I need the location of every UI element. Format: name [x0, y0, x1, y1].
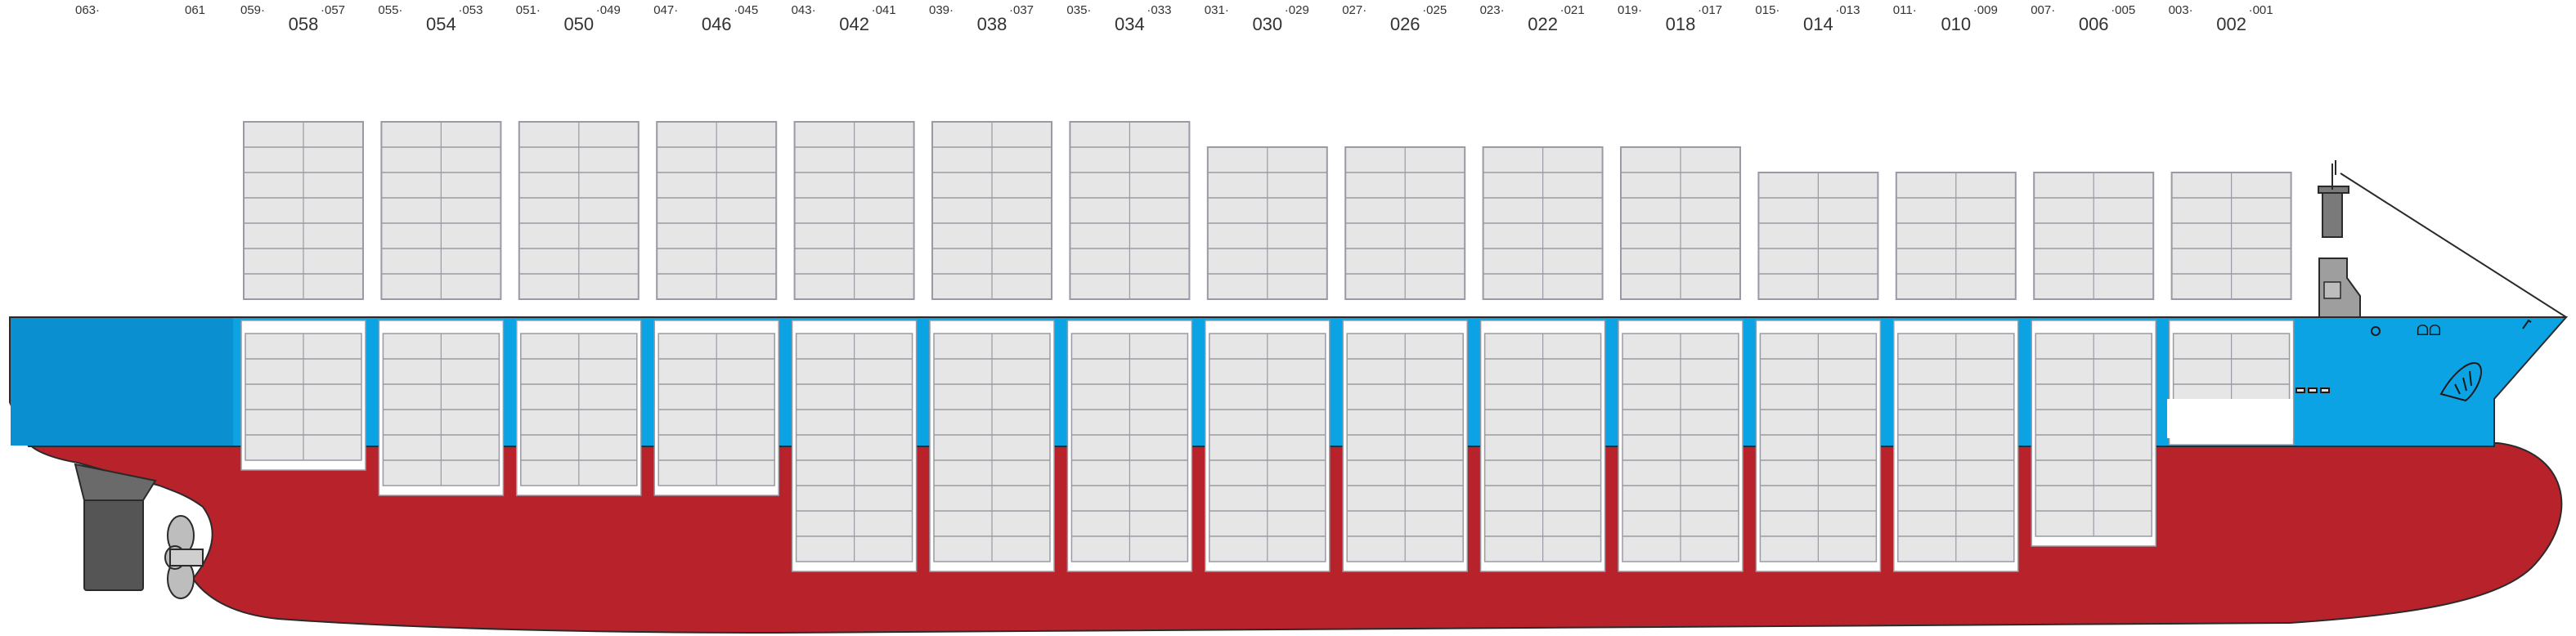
- bay-label-even: 046: [702, 14, 732, 34]
- bay-label-odd-aft: 047·: [653, 3, 678, 17]
- forecastle: [2318, 160, 2567, 318]
- deck-container-stack: [1757, 172, 1879, 300]
- bay-label-even: 018: [1666, 14, 1696, 34]
- bay-label-odd-fwd: ·005: [2111, 3, 2135, 17]
- bay-label-even: 014: [1803, 14, 1833, 34]
- bay-label-odd-aft: 051·: [516, 3, 541, 17]
- hold-container-stack: [1342, 320, 1468, 572]
- bay-label-odd-aft: 059·: [240, 3, 265, 17]
- bay-label-even: 050: [563, 14, 594, 34]
- bay-label-odd-aft: 055·: [378, 3, 402, 17]
- propeller: [164, 515, 204, 599]
- bay-label-odd-fwd: ·041: [872, 3, 896, 17]
- bay-label-even: 022: [1528, 14, 1558, 34]
- bay-label-odd-fwd: ·021: [1560, 3, 1585, 17]
- hold-container-stack: [1066, 320, 1193, 572]
- stern-bay-label-063: 063·: [75, 3, 100, 17]
- bay-label-odd-fwd: ·001: [2249, 3, 2273, 17]
- bay-label-odd-fwd: ·025: [1422, 3, 1447, 17]
- hold-container-stack: [1479, 320, 1606, 572]
- deck-containers: [243, 121, 2292, 300]
- bay-label-odd-aft: 019·: [1618, 3, 1642, 17]
- hold-container-stack: [1205, 320, 1331, 572]
- bay-label-odd-aft: 043·: [792, 3, 816, 17]
- deck-container-stack: [1206, 146, 1328, 300]
- deck-container-stack: [1620, 146, 1741, 300]
- bay-label-even: 058: [289, 14, 319, 34]
- hold-container-stack: [791, 320, 918, 572]
- bay-label-even: 042: [839, 14, 869, 34]
- deck-container-stack: [656, 121, 778, 300]
- hold-container-stack: [1755, 320, 1882, 572]
- bay-label-even: 034: [1115, 14, 1145, 34]
- bay-label-odd-fwd: ·017: [1698, 3, 1722, 17]
- deck-container-stack: [793, 121, 915, 300]
- bay-label-odd-aft: 023·: [1480, 3, 1505, 17]
- bay-label-odd-aft: 027·: [1342, 3, 1367, 17]
- deck-band-stern: [11, 318, 233, 446]
- hold-container-stack: [1618, 320, 1744, 572]
- bay-label-even: 006: [2079, 14, 2109, 34]
- bay-label-odd-aft: 007·: [2031, 3, 2055, 17]
- bay-label-odd-aft: 039·: [929, 3, 954, 17]
- bay-label-odd-fwd: ·045: [734, 3, 758, 17]
- bay-label-odd-fwd: ·029: [1285, 3, 1309, 17]
- deck-container-stack: [243, 121, 364, 300]
- hold-container-stack: [653, 320, 779, 496]
- bow-mark-icon: [2522, 319, 2532, 329]
- bay-label-odd-fwd: ·033: [1147, 3, 1171, 17]
- bay-label-odd-fwd: ·057: [321, 3, 345, 17]
- deck-container-stack: [2033, 172, 2155, 300]
- bay-label-even: 010: [1941, 14, 1971, 34]
- hold-container-stack: [240, 320, 366, 471]
- bay-label-odd-aft: 003·: [2169, 3, 2193, 17]
- deck-container-stack: [1069, 121, 1191, 300]
- hold-container-stack: [1893, 320, 2019, 572]
- hold-container-stack: [2031, 320, 2156, 547]
- rudder-stock: [74, 463, 157, 501]
- deck-container-stack: [1344, 146, 1466, 300]
- bay-label-odd-fwd: ·013: [1835, 3, 1860, 17]
- bay-label-odd-fwd: ·049: [596, 3, 621, 17]
- bay-label-even: 026: [1390, 14, 1420, 34]
- draft-mark-icon: ᗝᗝ: [2417, 322, 2441, 338]
- bay-label-even: 030: [1252, 14, 1282, 34]
- deck-container-stack: [380, 121, 502, 300]
- bay-label-odd-aft: 031·: [1205, 3, 1229, 17]
- bay-label-odd-aft: 035·: [1066, 3, 1091, 17]
- bow-markings: ᗝᗝ: [2296, 319, 2532, 402]
- deck-container-stack: [518, 121, 640, 300]
- deck-container-stack: [931, 121, 1052, 300]
- bay-label-even: 002: [2216, 14, 2246, 34]
- hold-container-stack: [516, 320, 642, 496]
- bay-label-odd-aft: 015·: [1755, 3, 1779, 17]
- stern-bay-label-061: 061: [185, 3, 205, 17]
- bay-label-odd-fwd: ·009: [1973, 3, 1998, 17]
- deck-container-stack: [1895, 172, 2017, 300]
- hold-container-stack: [929, 320, 1055, 572]
- rudder: [83, 498, 144, 591]
- bay-label-even: 054: [426, 14, 456, 34]
- bulbous-bow-icon: [2439, 362, 2482, 402]
- deck-container-stack: [2170, 172, 2292, 300]
- forestay: [2340, 172, 2567, 318]
- bay-label-odd-aft: 011·: [1893, 3, 1917, 17]
- mast: [2318, 163, 2349, 238]
- deck-container-stack: [1482, 146, 1604, 300]
- hold-containers: [240, 320, 2295, 572]
- hold-container-stack: [378, 320, 505, 496]
- forward-hatch-opening: [2167, 399, 2293, 438]
- anchor-hawse-icon: [2371, 326, 2381, 336]
- bay-label-odd-fwd: ·053: [458, 3, 482, 17]
- bay-label-odd-fwd: ·037: [1009, 3, 1034, 17]
- bay-label-even: 038: [977, 14, 1008, 34]
